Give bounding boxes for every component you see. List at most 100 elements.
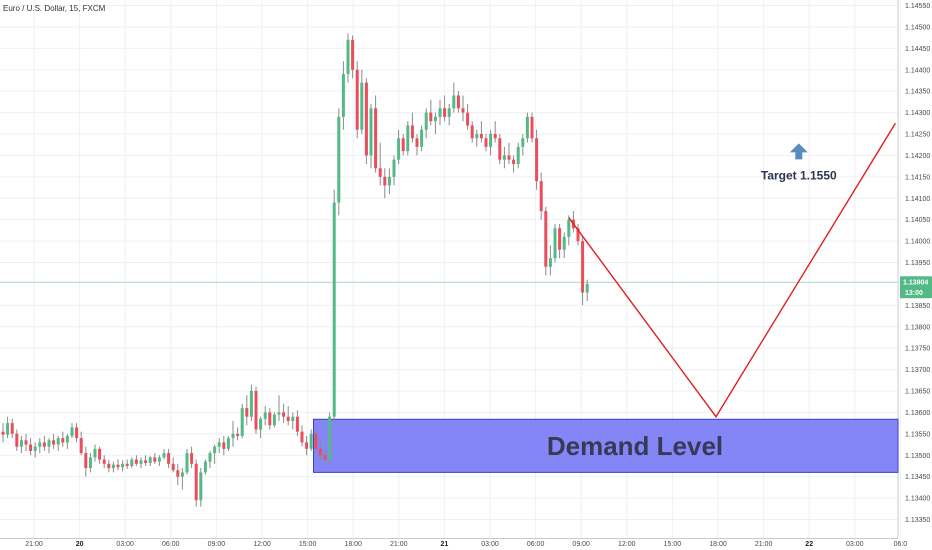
time-tick-label: 06:00 <box>527 541 545 548</box>
candle-body <box>199 472 203 501</box>
candle-body <box>461 108 465 113</box>
candle-body <box>65 435 69 443</box>
candle-body <box>268 412 272 426</box>
projection-path[interactable] <box>568 122 896 418</box>
candle-body <box>139 460 143 464</box>
time-tick-label: 03:00 <box>846 541 864 548</box>
price-tick-label: 1.13950 <box>905 260 930 267</box>
candle-body <box>332 202 336 417</box>
candle-body <box>10 423 14 434</box>
candle-body <box>263 412 267 419</box>
candle-body <box>484 138 488 147</box>
candle-body <box>277 412 281 415</box>
candle-body <box>539 181 543 212</box>
candle-body <box>548 258 552 267</box>
candle-body <box>29 444 33 451</box>
candle-body <box>406 125 410 152</box>
arrow-up-shape <box>789 143 808 160</box>
price-tick-label: 1.14200 <box>905 153 930 160</box>
price-tag-box <box>900 276 932 299</box>
candlestick-series <box>1 33 589 507</box>
candle-body <box>42 442 46 447</box>
time-tick-label: 12:00 <box>618 541 636 548</box>
candle-body <box>309 433 313 449</box>
price-tick-label: 1.13350 <box>905 517 930 524</box>
candle-body <box>535 138 539 182</box>
price-tick-label: 1.13550 <box>905 431 930 438</box>
candle-body <box>111 464 115 469</box>
candle-body <box>130 459 134 466</box>
candle-body <box>88 457 92 469</box>
candle-body <box>424 112 428 130</box>
candle-body <box>61 438 65 443</box>
time-tick-label: 21:00 <box>755 541 773 548</box>
candle-body <box>383 176 387 186</box>
candle-body <box>415 138 419 147</box>
candle-body <box>397 138 401 160</box>
candle-body <box>144 460 148 463</box>
price-tick-label: 1.13400 <box>905 496 930 503</box>
candle-body <box>171 463 175 471</box>
candle-body <box>337 116 341 203</box>
candle-body <box>392 159 396 177</box>
price-tick-label: 1.14500 <box>905 24 930 31</box>
time-tick-label: 06:00 <box>162 541 180 548</box>
candle-body <box>6 423 10 435</box>
candle-body <box>272 414 276 426</box>
candle-body <box>521 138 525 147</box>
price-tick-label: 1.13700 <box>905 367 930 374</box>
candle-body <box>387 176 391 186</box>
time-tick-label: 15:00 <box>664 541 682 548</box>
current-price-tag: 1.13904 13:00 <box>900 276 932 299</box>
price-tick-label: 1.13600 <box>905 410 930 417</box>
candle-body <box>52 440 56 445</box>
candle-body <box>15 433 19 447</box>
price-tick-label: 1.13650 <box>905 389 930 396</box>
candle-body <box>208 453 212 462</box>
price-tick-label: 1.14150 <box>905 174 930 181</box>
candle-body <box>351 39 355 70</box>
candle-body <box>318 448 322 456</box>
candle-body <box>98 448 102 460</box>
price-tick-label: 1.13500 <box>905 453 930 460</box>
candle-body <box>93 448 97 458</box>
candle-body <box>249 391 253 417</box>
candle-body <box>516 146 520 164</box>
price-tick-label: 1.14400 <box>905 67 930 74</box>
candle-body <box>360 82 364 130</box>
candle-body <box>369 108 373 156</box>
candle-body <box>213 446 217 454</box>
candle-body <box>530 116 534 139</box>
candle-body <box>314 433 318 449</box>
candle-body <box>378 168 382 177</box>
candle-body <box>254 391 258 430</box>
time-axis-labels: 21:00 20 03:00 06:00 09:00 12:00 15:00 18:00 21:… <box>25 541 907 548</box>
candle-body <box>286 416 290 421</box>
current-price-value: 1.13904 <box>903 280 928 287</box>
candle-body <box>70 427 74 436</box>
candle-body <box>328 416 332 460</box>
candle-body <box>102 459 106 464</box>
candle-body <box>498 138 502 160</box>
candle-body <box>300 431 304 443</box>
candle-body <box>447 108 451 117</box>
candle-body <box>544 211 548 267</box>
candle-body <box>107 463 111 469</box>
price-tick-label: 1.13850 <box>905 303 930 310</box>
candle-body <box>341 74 345 117</box>
candle-body <box>507 155 511 160</box>
target-label: Target 1.1550 <box>761 168 837 182</box>
candle-body <box>429 112 433 122</box>
candle-body <box>116 464 120 468</box>
time-tick-label: 21:00 <box>25 541 43 548</box>
price-tick-label: 1.13800 <box>905 324 930 331</box>
candle-body <box>295 416 299 432</box>
time-tick-label: 22 <box>805 541 813 548</box>
time-tick-label: 15:00 <box>299 541 317 548</box>
candle-body <box>134 459 138 464</box>
time-tick-label: 03:00 <box>116 541 134 548</box>
demand-zone[interactable] <box>313 418 899 473</box>
candle-body <box>489 134 493 147</box>
candle-body <box>24 440 28 445</box>
